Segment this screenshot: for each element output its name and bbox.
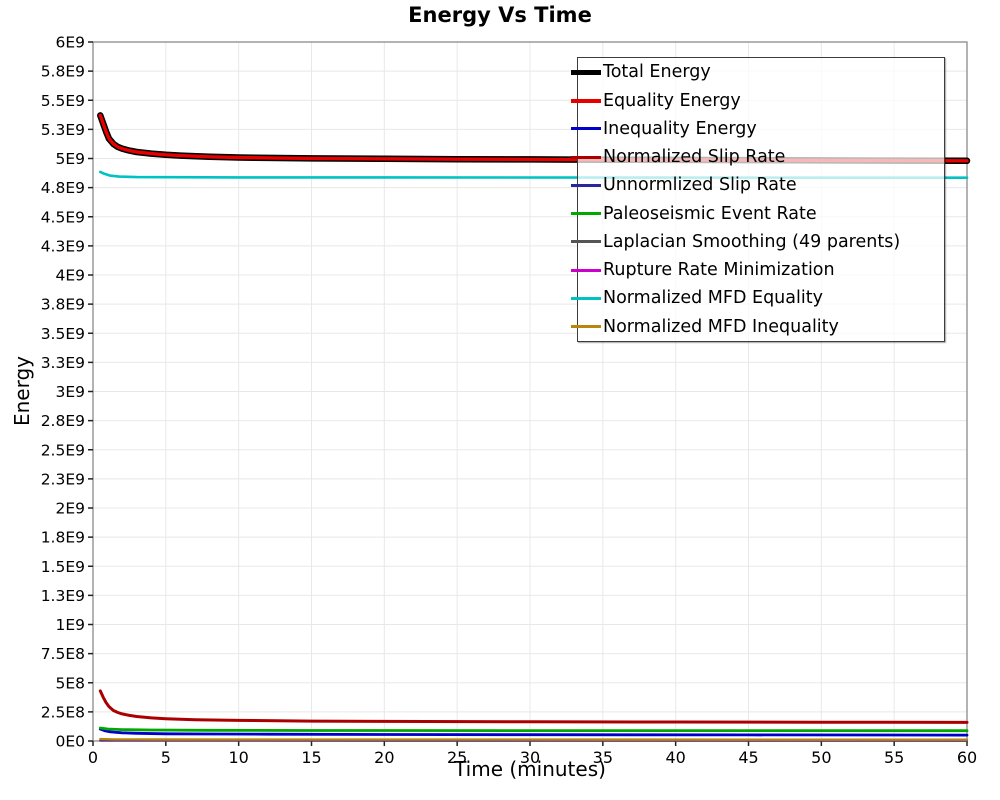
legend-label-equality-energy: Equality Energy xyxy=(603,90,741,111)
x-tick-label: 0 xyxy=(88,748,98,767)
x-tick-label: 40 xyxy=(665,748,685,767)
y-tick-label: 5E8 xyxy=(55,674,85,692)
y-tick-label: 3.5E9 xyxy=(41,325,85,343)
y-tick-label: 4.8E9 xyxy=(41,179,85,197)
legend-item-normalized-mfd-inequality: Normalized MFD Inequality xyxy=(571,313,944,341)
legend-label-inequality-energy: Inequality Energy xyxy=(603,118,757,139)
legend-label-total-energy: Total Energy xyxy=(603,62,711,83)
chart-title: Energy Vs Time xyxy=(408,3,592,27)
legend-label-laplacian-smoothing-49-parents: Laplacian Smoothing (49 parents) xyxy=(603,231,901,252)
legend-label-normalized-mfd-inequality: Normalized MFD Inequality xyxy=(603,316,839,337)
y-tick-label: 4.3E9 xyxy=(41,237,85,255)
x-tick-label: 15 xyxy=(301,748,321,767)
x-tick-label: 10 xyxy=(228,748,248,767)
x-tick-label: 25 xyxy=(447,748,467,767)
legend-item-total-energy: Total Energy xyxy=(571,58,944,86)
y-tick-label: 5.5E9 xyxy=(41,92,85,110)
y-tick-label: 5.3E9 xyxy=(41,121,85,139)
legend-label-normalized-slip-rate: Normalized Slip Rate xyxy=(603,147,786,168)
y-tick-label: 1.5E9 xyxy=(41,558,85,576)
y-tick-label: 7.5E8 xyxy=(41,645,85,663)
series-normalized-mfd-equality xyxy=(99,170,969,179)
legend-swatch-laplacian-smoothing-49-parents xyxy=(571,240,601,244)
series-normalized-slip-rate xyxy=(98,689,969,724)
y-tick-label: 1.3E9 xyxy=(41,587,85,605)
y-tick-label: 2.8E9 xyxy=(41,412,85,430)
y-tick-label: 2.3E9 xyxy=(41,470,85,488)
legend-box: Total Energy Equality Energy Inequality En… xyxy=(571,57,945,342)
y-tick-label: 1E9 xyxy=(55,616,85,634)
x-tick-label: 60 xyxy=(957,748,977,767)
legend-label-unnormlized-slip-rate: Unnormlized Slip Rate xyxy=(603,175,797,196)
legend-item-laplacian-smoothing-49-parents: Laplacian Smoothing (49 parents) xyxy=(571,228,944,256)
legend-item-rupture-rate-minimization: Rupture Rate Minimization xyxy=(571,256,944,284)
legend-item-inequality-energy: Inequality Energy xyxy=(571,115,944,143)
y-tick-label: 2E9 xyxy=(55,500,85,518)
legend-item-equality-energy: Equality Energy xyxy=(571,87,944,115)
y-tick-label: 5.8E9 xyxy=(41,63,85,81)
legend-swatch-normalized-slip-rate xyxy=(571,155,601,159)
legend-swatch-inequality-energy xyxy=(571,127,601,131)
legend-label-paleoseismic-event-rate: Paleoseismic Event Rate xyxy=(603,203,817,224)
y-tick-label: 3.3E9 xyxy=(41,354,85,372)
y-tick-label: 5E9 xyxy=(55,150,85,168)
legend-swatch-normalized-mfd-equality xyxy=(571,296,601,300)
x-axis-label: Time (minutes) xyxy=(454,757,606,781)
legend-item-normalized-slip-rate: Normalized Slip Rate xyxy=(571,143,944,171)
y-tick-label: 2.5E9 xyxy=(41,441,85,459)
y-axis-label: Energy xyxy=(10,355,34,427)
series-normalized-mfd-inequality xyxy=(99,737,969,741)
y-tick-label: 4.5E9 xyxy=(41,208,85,226)
x-tick-label: 30 xyxy=(520,748,540,767)
x-tick-label: 5 xyxy=(161,748,171,767)
legend-item-unnormlized-slip-rate: Unnormlized Slip Rate xyxy=(571,171,944,199)
x-tick-label: 55 xyxy=(884,748,904,767)
x-tick-label: 50 xyxy=(811,748,831,767)
x-tick-label: 35 xyxy=(593,748,613,767)
y-tick-label: 3E9 xyxy=(55,383,85,401)
legend-item-paleoseismic-event-rate: Paleoseismic Event Rate xyxy=(571,200,944,228)
legend-swatch-paleoseismic-event-rate xyxy=(571,212,601,216)
legend-swatch-normalized-mfd-inequality xyxy=(571,325,601,329)
legend-label-rupture-rate-minimization: Rupture Rate Minimization xyxy=(603,260,835,281)
y-tick-label: 2.5E8 xyxy=(41,703,85,721)
legend-swatch-rupture-rate-minimization xyxy=(571,268,601,272)
x-tick-label: 45 xyxy=(738,748,758,767)
legend-swatch-equality-energy xyxy=(571,98,601,103)
legend-swatch-total-energy xyxy=(571,69,601,75)
y-tick-label: 4E9 xyxy=(55,267,85,285)
legend-swatch-unnormlized-slip-rate xyxy=(571,183,601,187)
y-tick-label: 0E0 xyxy=(55,733,85,751)
series-paleoseismic-event-rate xyxy=(98,726,969,733)
legend-label-normalized-mfd-equality: Normalized MFD Equality xyxy=(603,288,823,309)
y-tick-label: 1.8E9 xyxy=(41,529,85,547)
legend-item-normalized-mfd-equality: Normalized MFD Equality xyxy=(571,284,944,312)
y-tick-label: 6E9 xyxy=(55,34,85,52)
series-inequality-energy xyxy=(98,727,969,737)
y-tick-label: 3.8E9 xyxy=(41,296,85,314)
x-tick-label: 20 xyxy=(374,748,394,767)
